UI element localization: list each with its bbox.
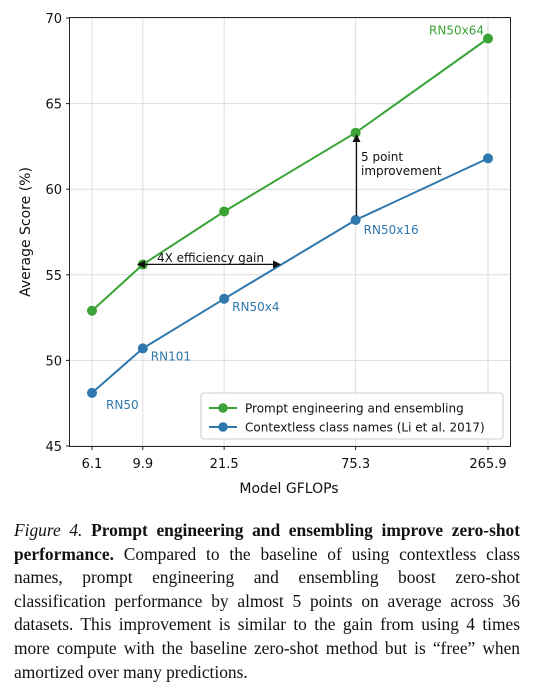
data-point-prompt [350, 127, 361, 138]
y-tick-label: 50 [45, 354, 62, 369]
data-point-contextless [350, 215, 361, 226]
x-tick-label: 9.9 [132, 457, 153, 472]
legend-box [200, 392, 504, 440]
data-point-contextless [137, 343, 148, 354]
tick-layer: 6.1 9.9 21.5 75.3 265.9 45 50 55 60 65 70 [45, 12, 506, 472]
y-tick-label: 65 [45, 98, 62, 113]
data-point-contextless [219, 293, 230, 304]
data-point-contextless [483, 153, 493, 164]
point-label: RN50x64 [429, 24, 484, 38]
x-tick-label: 265.9 [469, 457, 506, 472]
y-tick-label: 55 [45, 269, 62, 284]
caption-figure-label: Figure 4. [14, 520, 83, 540]
plot-frame [69, 17, 511, 447]
improvement-label-line2: improvement [361, 164, 442, 178]
data-point-prompt [483, 33, 493, 44]
efficiency-gain-arrowhead-right [273, 260, 281, 269]
annotation-layer: 4X efficiency gain 5 point improvement [137, 134, 442, 269]
x-tick-label: 6.1 [82, 457, 103, 472]
y-axis-label: Average Score (%) [18, 167, 34, 297]
y-tick-label: 45 [45, 440, 62, 455]
data-point-prompt [219, 206, 230, 217]
point-label: RN50 [106, 398, 139, 412]
y-tick-label: 70 [45, 12, 62, 27]
y-tick-label: 60 [45, 183, 62, 198]
series-layer: RN50 RN101 RN50x4 RN50x16 RN50x64 [87, 24, 493, 412]
improvement-label-line1: 5 point [361, 150, 403, 164]
figure-caption: Figure 4. Prompt engineering and ensembl… [14, 519, 520, 684]
point-label: RN50x4 [232, 300, 279, 314]
legend-marker-prompt [218, 403, 228, 413]
legend-label-contextless: Contextless class names (Li et al. 2017) [245, 421, 485, 435]
efficiency-gain-arrowhead-left [137, 260, 145, 269]
caption-title: Prompt engineering and ensembling improv… [14, 520, 520, 564]
data-point-prompt [87, 305, 97, 316]
legend: Prompt engineering and ensembling Contex… [200, 392, 504, 440]
x-tick-label: 75.3 [341, 457, 370, 472]
chart: 6.1 9.9 21.5 75.3 265.9 45 50 55 60 65 70 RN50 RN10… [18, 12, 511, 497]
legend-marker-contextless [218, 422, 228, 432]
caption-body: Compared to the baseline of using contex… [14, 543, 520, 682]
x-tick-label: 21.5 [210, 457, 239, 472]
legend-label-prompt: Prompt engineering and ensembling [245, 402, 464, 416]
grid-layer [70, 17, 510, 447]
point-label: RN50x16 [364, 223, 419, 237]
efficiency-gain-label: 4X efficiency gain [157, 251, 264, 265]
point-label: RN101 [151, 349, 191, 363]
x-axis-label: Model GFLOPs [239, 481, 338, 497]
data-point-contextless [87, 387, 97, 398]
improvement-arrowhead [352, 134, 361, 142]
